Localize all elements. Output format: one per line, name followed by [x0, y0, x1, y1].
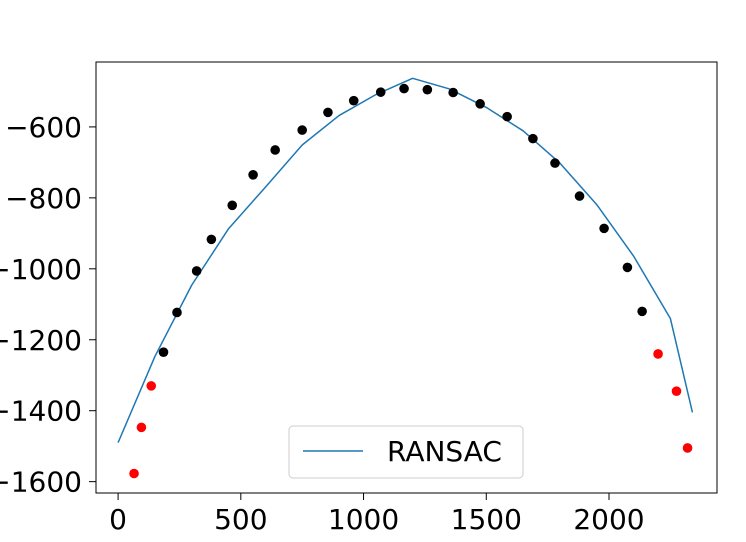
y-tick-label: −800 — [5, 182, 82, 215]
inlier-point — [375, 87, 386, 97]
y-tick-label: −1600 — [0, 466, 82, 499]
x-tick-label: 500 — [214, 503, 267, 536]
inlier-point — [172, 307, 182, 318]
inlier-point — [502, 111, 512, 122]
inlier-point — [158, 347, 169, 357]
inlier-point — [448, 87, 458, 98]
y-tick-label: −1400 — [0, 395, 82, 428]
outlier-point — [671, 386, 682, 396]
inlier-point — [422, 84, 433, 95]
inlier-point — [323, 107, 333, 118]
outlier-point — [146, 381, 157, 391]
inlier-point — [528, 133, 538, 144]
legend-ransac-label: RANSAC — [387, 435, 502, 468]
x-tick-label: 1500 — [451, 503, 522, 536]
inlier-point — [599, 223, 609, 234]
outlier-point — [136, 422, 147, 433]
inlier-point — [227, 200, 238, 211]
legend-layer: RANSAC — [288, 425, 524, 479]
plot-layer — [117, 77, 694, 479]
inlier-point — [622, 262, 633, 273]
inlier-point — [574, 191, 585, 201]
inlier-point — [550, 158, 560, 168]
inlier-point — [206, 234, 217, 245]
inlier-point — [475, 99, 485, 109]
outlier-point — [129, 468, 139, 479]
outlier-point — [653, 349, 663, 359]
legend-box — [288, 425, 524, 479]
inlier-point — [399, 83, 409, 94]
outlier-point — [682, 443, 693, 453]
ransac-line — [117, 77, 694, 443]
axes-layer: 0 500 1000 1500 2000 −600 −800 −1000 −1200 −1400 −… — [0, 61, 718, 536]
x-tick-label: 0 — [109, 503, 127, 536]
inlier-point — [270, 145, 280, 155]
inlier-point — [248, 170, 258, 180]
x-tick-label: 2000 — [573, 503, 644, 536]
inlier-point — [637, 306, 647, 317]
plot-frame — [95, 61, 718, 494]
y-tick-label: −1000 — [0, 253, 82, 286]
y-tick-label: −600 — [5, 111, 82, 144]
inlier-point — [297, 125, 307, 135]
y-tick-label: −1200 — [0, 324, 82, 357]
x-tick-label: 1000 — [328, 503, 399, 536]
inlier-point — [191, 266, 202, 276]
inlier-point — [348, 95, 359, 106]
